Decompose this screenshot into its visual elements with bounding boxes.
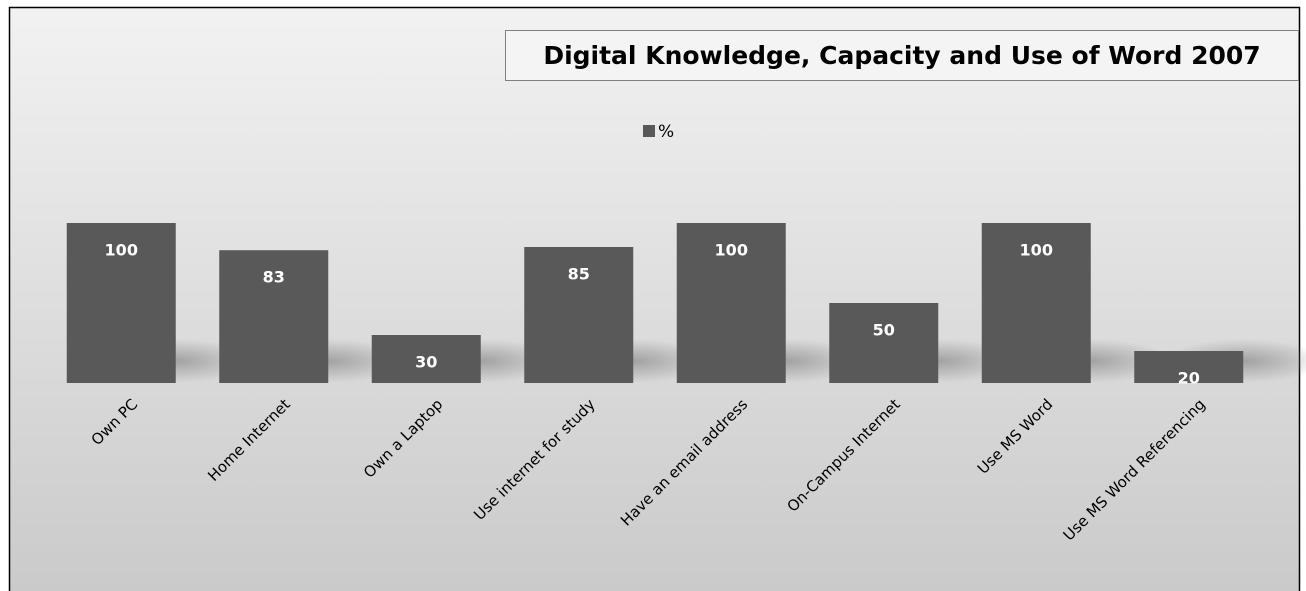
bar (524, 247, 634, 383)
data-label: 85 (568, 265, 590, 284)
bar (66, 223, 176, 383)
bar (981, 223, 1091, 383)
bar (829, 303, 939, 383)
data-label: 20 (1178, 369, 1200, 388)
legend-label: % (658, 122, 674, 142)
legend-swatch (643, 125, 655, 137)
data-label: 30 (415, 353, 437, 372)
bar (1134, 351, 1244, 383)
title-box (505, 30, 1299, 81)
data-label: 100 (1020, 241, 1053, 260)
chart-title: Digital Knowledge, Capacity and Use of W… (543, 41, 1260, 70)
bar (676, 223, 786, 383)
data-label: 50 (873, 321, 895, 340)
bar (219, 250, 329, 383)
data-label: 100 (105, 241, 138, 260)
data-label: 100 (715, 241, 748, 260)
bar (371, 335, 481, 383)
data-label: 83 (263, 268, 285, 287)
